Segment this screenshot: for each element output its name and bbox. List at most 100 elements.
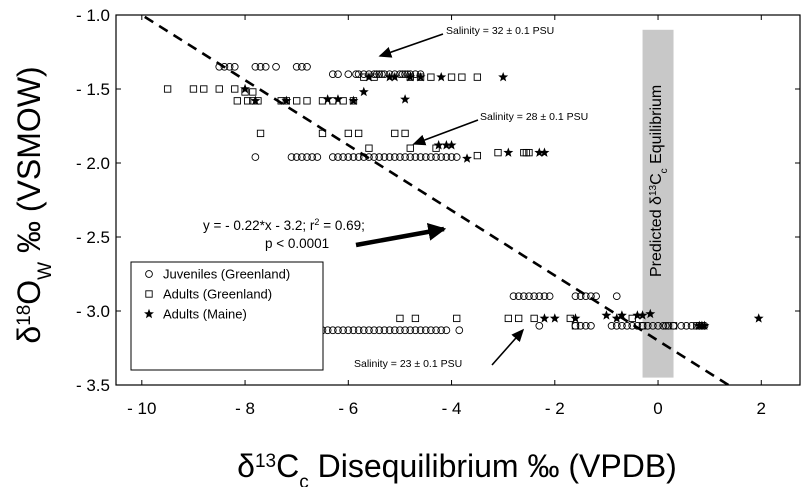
juvenile-greenland-point [292,153,301,161]
legend-marker-circle [145,270,153,278]
equilibrium-band-label: Predicted δ13Cc Equilibrium [648,85,670,277]
adult-maine-point [753,313,764,323]
juvenile-greenland-point [442,326,451,335]
juvenile-greenland-point [334,70,342,79]
adult-greenland-point [354,129,363,138]
juvenile-greenland-point [390,326,399,335]
adult-greenland-point [571,322,580,330]
juvenile-greenland-point [398,70,407,79]
juvenile-greenland-point [401,153,409,161]
adult-greenland-point [406,144,414,152]
adult-maine-point [433,140,444,150]
juvenile-greenland-point [421,153,430,161]
juvenile-greenland-point [380,153,389,161]
juvenile-greenland-point [581,292,590,301]
juvenile-greenland-point [455,326,464,335]
adult-maine-point [348,95,359,106]
juvenile-greenland-point [649,321,657,330]
adult-greenland-point [515,314,523,323]
adult-greenland-point [243,97,252,105]
juvenile-greenland-point [612,321,621,330]
adult-maine-point [462,153,472,163]
y-tick-label: - 1.0 [76,6,110,25]
juvenile-greenland-point [328,153,337,161]
juvenile-greenland-point [380,326,389,335]
juvenile-greenland-point [437,153,446,161]
adult-greenland-point [638,322,647,330]
juvenile-greenland-point [359,326,368,335]
adult-greenland-point [447,73,456,81]
juvenile-greenland-point [416,326,425,335]
juvenile-greenland-point [411,153,420,161]
juvenile-greenland-point [220,62,229,71]
juvenile-greenland-point [323,326,332,335]
x-tick-label: - 10 [127,399,156,418]
adult-maine-point [384,71,395,82]
adult-maine-point [645,308,656,319]
legend-label: Adults (Greenland) [163,287,272,302]
adult-greenland-point [396,314,404,323]
adult-greenland-point [256,129,265,138]
salinity-28-label: Salinity = 28 ± 0.1 PSU [480,111,588,123]
juvenile-greenland-point [396,70,404,79]
adult-greenland-point [530,314,538,323]
juvenile-greenland-point [654,321,662,330]
juvenile-greenland-point [592,292,600,301]
juvenile-greenland-point [287,153,296,161]
juvenile-greenland-point [432,153,440,161]
juvenile-greenland-point [375,153,384,161]
adult-maine-point [281,95,292,106]
juvenile-greenland-point [354,326,363,335]
juvenile-greenland-point [352,70,360,79]
legend-marker-square [145,290,153,298]
adult-maine-point [389,71,400,82]
juvenile-greenland-point [344,153,353,161]
juvenile-greenland-point [334,153,342,161]
adult-greenland-point [163,85,172,93]
juvenile-greenland-point [416,153,425,161]
adult-greenland-point [200,85,208,93]
juvenile-greenland-point [643,321,652,330]
juvenile-greenland-point [328,326,337,335]
juvenile-greenland-point [385,153,394,161]
juvenile-greenland-point [437,326,446,335]
adult-greenland-point [411,314,420,323]
adult-maine-point [611,313,622,323]
juvenile-greenland-point [540,292,549,301]
adult-maine-point [400,94,411,104]
juvenile-greenland-point [339,153,347,161]
adult-maine-point [570,313,581,323]
salinity-32-label: Salinity = 32 ± 0.1 PSU [446,25,554,37]
juvenile-greenland-point [378,70,386,79]
juvenile-greenland-point [230,62,239,71]
juvenile-greenland-point [509,292,518,301]
juvenile-greenland-point [406,153,415,161]
adult-greenland-point [427,73,435,81]
x-tick-label: 0 [653,399,662,418]
salinity-23-arrow [491,328,525,366]
juvenile-greenland-point [256,62,265,71]
adult-greenland-point [494,148,502,157]
adult-greenland-point [628,314,636,323]
juvenile-greenland-point [535,321,544,330]
juvenile-greenland-point [344,70,353,79]
juvenile-greenland-point [328,70,337,79]
juvenile-greenland-point [659,321,668,330]
juvenile-greenland-point [519,292,528,301]
adult-greenland-point [233,97,241,105]
adult-maine-point [322,94,333,104]
juvenile-greenland-point [396,326,404,335]
juvenile-greenland-point [661,321,670,330]
juvenile-greenland-point [587,321,595,330]
juvenile-greenland-point [297,153,306,161]
y-tick-label: - 3.5 [76,376,110,395]
adult-greenland-point [453,314,461,323]
juvenile-greenland-point [251,62,260,71]
juvenile-greenland-point [677,321,686,330]
x-tick-label: 2 [757,399,766,418]
adult-maine-point [503,147,514,157]
juvenile-greenland-point [303,62,311,71]
adult-greenland-point [522,148,531,157]
adult-greenland-point [669,322,678,330]
